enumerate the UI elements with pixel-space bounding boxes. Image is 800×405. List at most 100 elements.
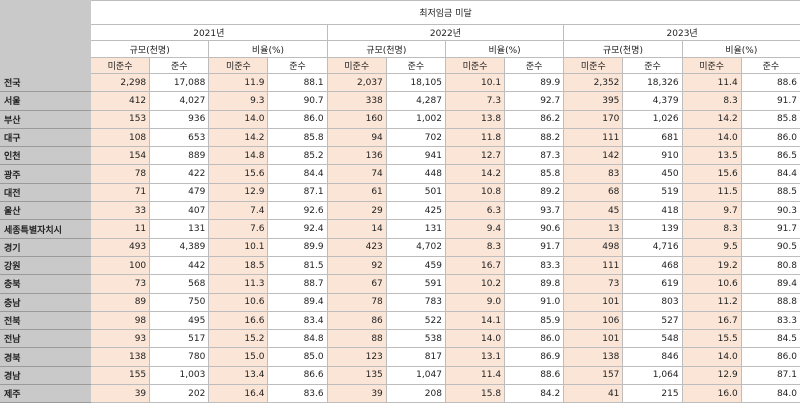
- value-cell: 395: [563, 91, 624, 111]
- value-cell: 39: [89, 384, 151, 404]
- table-row: 광주 78 422 15.6 84.4 74 448 14.2 85.8 83 450 15.6 84.…: [0, 164, 800, 184]
- value-cell: 84.4: [740, 164, 800, 184]
- value-cell: 84.5: [740, 329, 800, 349]
- region-label: 강원: [0, 255, 91, 276]
- value-cell: 88: [326, 329, 387, 349]
- value-cell: 73: [563, 274, 624, 294]
- value-cell: 14: [326, 219, 387, 239]
- value-cell: 89.4: [740, 274, 800, 294]
- region-label: 전남: [0, 329, 91, 349]
- value-cell: 89.8: [504, 274, 565, 294]
- table-row: 대구 108 653 14.2 85.8 94 702 11.8 88.2 111 681 14.0 8…: [0, 127, 800, 148]
- value-cell: 15.0: [208, 347, 269, 367]
- value-cell: 15.6: [681, 164, 742, 184]
- value-cell: 39: [326, 384, 387, 404]
- value-cell: 85.0: [267, 347, 328, 367]
- value-cell: 14.0: [444, 329, 506, 349]
- value-cell: 1,026: [622, 109, 683, 129]
- value-cell: 4,287: [385, 91, 446, 111]
- value-cell: 83.3: [504, 255, 565, 276]
- value-cell: 15.5: [681, 329, 742, 349]
- value-cell: 14.0: [681, 127, 742, 148]
- value-cell: 11.8: [444, 127, 506, 148]
- value-cell: 91.7: [740, 91, 800, 111]
- value-cell: 136: [326, 146, 387, 166]
- status-header: 미준수: [326, 57, 387, 74]
- value-cell: 8.3: [681, 219, 742, 239]
- value-cell: 86.0: [740, 347, 800, 367]
- table-row: 경기 493 4,389 10.1 89.9 423 4,702 8.3 91.7 498 4,71…: [0, 237, 800, 257]
- table-row: 전국 2,298 17,088 11.9 88.1 2,037 18,105 10.1 89.9…: [0, 72, 800, 93]
- value-cell: 85.8: [740, 109, 800, 129]
- value-cell: 85.8: [504, 164, 565, 184]
- value-cell: 29: [326, 201, 387, 221]
- table-row: 충남 89 750 10.6 89.4 78 783 9.0 91.0 101 803 11.2 88.…: [0, 292, 800, 312]
- corner-cell: [0, 57, 91, 74]
- value-cell: 90.3: [740, 201, 800, 221]
- value-cell: 86.2: [504, 109, 565, 129]
- region-label: 충남: [0, 292, 91, 312]
- table-row: 울산 33 407 7.4 92.6 29 425 6.3 93.7 45 418 9.7 90.3: [0, 201, 800, 221]
- value-cell: 88.5: [740, 182, 800, 203]
- value-cell: 9.3: [208, 91, 269, 111]
- value-cell: 83.3: [740, 310, 800, 331]
- value-cell: 4,379: [622, 91, 683, 111]
- region-label: 부산: [0, 109, 91, 129]
- table-row: 대전 71 479 12.9 87.1 61 501 10.8 89.2 68 519 11.5 88.…: [0, 182, 800, 203]
- value-cell: 155: [89, 365, 151, 386]
- value-cell: 87.3: [504, 146, 565, 166]
- value-cell: 498: [563, 237, 624, 257]
- value-cell: 619: [622, 274, 683, 294]
- region-label: 광주: [0, 164, 91, 184]
- region-label: 서울: [0, 91, 91, 111]
- value-cell: 425: [385, 201, 446, 221]
- value-cell: 88.7: [267, 274, 328, 294]
- value-cell: 780: [149, 347, 210, 367]
- value-cell: 92.6: [267, 201, 328, 221]
- value-cell: 4,027: [149, 91, 210, 111]
- value-cell: 10.6: [208, 292, 269, 312]
- value-cell: 86.6: [267, 365, 328, 386]
- value-cell: 92.7: [504, 91, 565, 111]
- value-cell: 202: [149, 384, 210, 404]
- value-cell: 142: [563, 146, 624, 166]
- table-row: 부산 153 936 14.0 86.0 160 1,002 13.8 86.2 170 1,026…: [0, 109, 800, 129]
- value-cell: 18,105: [385, 72, 446, 93]
- value-cell: 750: [149, 292, 210, 312]
- value-cell: 16.7: [444, 255, 506, 276]
- value-cell: 91.0: [504, 292, 565, 312]
- value-cell: 73: [89, 274, 151, 294]
- value-cell: 1,047: [385, 365, 446, 386]
- value-cell: 92.4: [267, 219, 328, 239]
- value-cell: 442: [149, 255, 210, 276]
- value-cell: 910: [622, 146, 683, 166]
- value-cell: 10.1: [208, 237, 269, 257]
- value-cell: 9.4: [444, 219, 506, 239]
- value-cell: 18,326: [622, 72, 683, 93]
- value-cell: 85.9: [504, 310, 565, 331]
- value-cell: 88.6: [740, 72, 800, 93]
- status-header: 준수: [622, 57, 683, 74]
- value-cell: 418: [622, 201, 683, 221]
- value-cell: 83.6: [267, 384, 328, 404]
- corner-cell: [0, 24, 91, 41]
- value-cell: 4,389: [149, 237, 210, 257]
- value-cell: 84.8: [267, 329, 328, 349]
- value-cell: 10.2: [444, 274, 506, 294]
- value-cell: 98: [89, 310, 151, 331]
- value-cell: 11.9: [208, 72, 269, 93]
- value-cell: 131: [149, 219, 210, 239]
- value-cell: 8.3: [444, 237, 506, 257]
- value-cell: 86.9: [504, 347, 565, 367]
- value-cell: 422: [149, 164, 210, 184]
- value-cell: 548: [622, 329, 683, 349]
- value-cell: 522: [385, 310, 446, 331]
- value-cell: 94: [326, 127, 387, 148]
- table-row: 인천 154 889 14.8 85.2 136 941 12.7 87.3 142 910 13.5…: [0, 146, 800, 166]
- value-cell: 15.2: [208, 329, 269, 349]
- value-cell: 83: [563, 164, 624, 184]
- status-header: 준수: [504, 57, 565, 74]
- value-cell: 450: [622, 164, 683, 184]
- value-cell: 89: [89, 292, 151, 312]
